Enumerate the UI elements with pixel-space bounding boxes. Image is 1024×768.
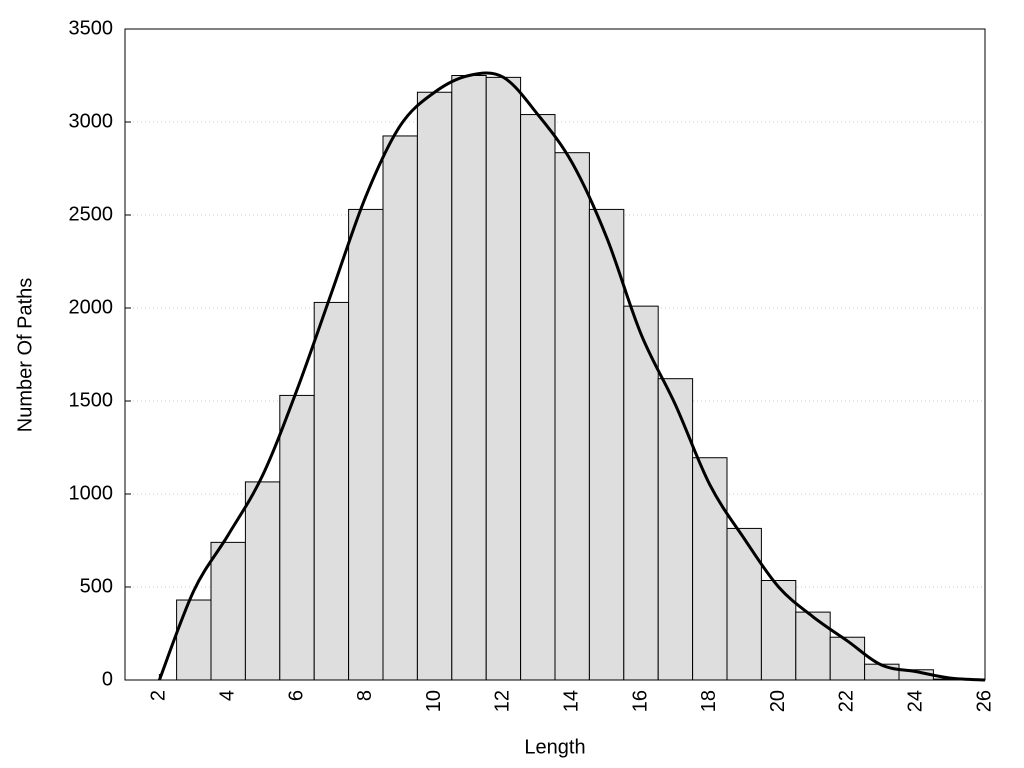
- bar: [588, 208, 625, 681]
- bar: [657, 378, 694, 681]
- bar: [210, 541, 246, 681]
- x-tick-label: 6: [285, 690, 307, 701]
- x-tick-label: 20: [767, 690, 789, 712]
- x-tick-label: 14: [560, 690, 582, 712]
- bar: [554, 152, 590, 681]
- y-tick-label: 3000: [69, 110, 114, 132]
- x-tick-label: 18: [698, 690, 720, 712]
- y-tick-label: 500: [80, 575, 113, 597]
- bar: [795, 611, 831, 681]
- y-tick-label: 0: [102, 668, 113, 690]
- x-axis-label: Length: [524, 736, 585, 758]
- bar: [244, 481, 281, 681]
- bar: [313, 301, 350, 681]
- bar: [485, 76, 522, 681]
- x-tick-label: 8: [354, 690, 376, 701]
- bar: [451, 75, 487, 681]
- x-tick-label: 12: [492, 690, 514, 712]
- bar: [829, 636, 866, 681]
- bar: [623, 305, 659, 681]
- bar: [348, 208, 384, 681]
- x-tick-label: 2: [148, 690, 170, 701]
- x-tick-label: 22: [836, 690, 858, 712]
- density-line: [158, 71, 986, 682]
- bar: [279, 394, 315, 681]
- bar: [760, 579, 797, 681]
- plot-frame: [124, 28, 986, 681]
- bar: [726, 527, 762, 681]
- x-tick-label: 26: [973, 690, 995, 712]
- bar: [692, 457, 728, 681]
- y-tick-label: 2000: [69, 296, 114, 318]
- bar: [520, 114, 556, 681]
- y-tick-label: 3500: [69, 17, 114, 39]
- x-tick-label: 10: [423, 690, 445, 712]
- y-axis-label: Number Of Paths: [14, 278, 36, 433]
- y-tick-label: 1500: [69, 389, 114, 411]
- bar: [416, 91, 453, 681]
- y-tick-label: 1000: [69, 482, 114, 504]
- bar: [176, 599, 212, 681]
- bar: [382, 135, 418, 681]
- x-tick-label: 4: [216, 690, 238, 701]
- x-tick-label: 16: [629, 690, 651, 712]
- y-tick-label: 2500: [69, 203, 114, 225]
- x-tick-label: 24: [904, 690, 926, 712]
